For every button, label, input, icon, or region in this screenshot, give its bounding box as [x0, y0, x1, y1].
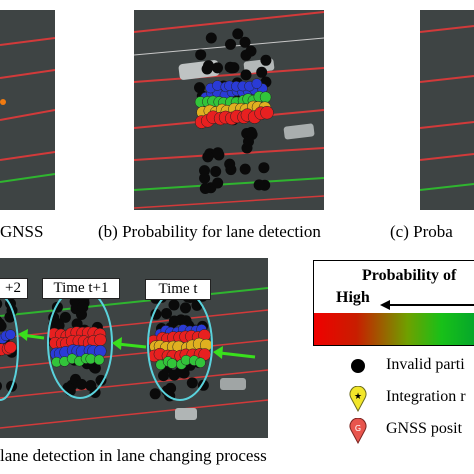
- invalid-particle: [199, 172, 211, 184]
- invalid-particle: [212, 62, 223, 74]
- particle: [251, 78, 263, 89]
- invalid-particle: [168, 299, 180, 311]
- panel-a-road-image: [0, 10, 55, 210]
- particle: [259, 91, 272, 103]
- invalid-particle: [225, 38, 236, 50]
- caption-d: lane detection in lane changing process: [0, 446, 267, 465]
- invalid-particle: [199, 165, 210, 177]
- black-dot-icon: [351, 359, 365, 373]
- yellow-pin-icon: ★: [349, 385, 367, 417]
- legend-item-integration: Integration r: [386, 388, 466, 405]
- ellipse-t2: [0, 295, 19, 401]
- invalid-particle: [239, 36, 251, 48]
- invalid-particle: [71, 318, 83, 330]
- particle: [94, 333, 107, 347]
- invalid-particle: [202, 151, 214, 163]
- caption-a: GNSS: [0, 222, 44, 241]
- probability-gradient-bar: [314, 313, 474, 345]
- invalid-particle: [240, 69, 252, 81]
- invalid-particle: [0, 299, 3, 309]
- probability-legend: Probability of High: [313, 260, 474, 346]
- invalid-particle: [194, 82, 205, 94]
- invalid-particle: [253, 179, 265, 191]
- invalid-particle: [59, 311, 71, 323]
- invalid-particle: [225, 164, 237, 176]
- panel-c-road-image: [420, 10, 474, 210]
- invalid-particle: [245, 126, 257, 138]
- arrow-left-3: [213, 346, 256, 359]
- invalid-particle: [195, 49, 207, 61]
- invalid-particle: [77, 301, 89, 313]
- legend-item-invalid: Invalid parti: [386, 356, 465, 373]
- arrow-left-1: [18, 329, 45, 341]
- invalid-particle: [239, 163, 251, 175]
- particle: [260, 105, 274, 120]
- invalid-particle: [161, 308, 172, 319]
- legend-arrow-icon: [380, 297, 474, 315]
- invalid-particle: [260, 54, 272, 66]
- panel-b-road-image: [134, 10, 324, 210]
- invalid-particle: [203, 60, 214, 72]
- time-label-t2: +2: [0, 278, 28, 299]
- invalid-particle: [256, 66, 268, 78]
- invalid-particle: [178, 367, 190, 379]
- caption-b: (b) Probability for lane detection: [98, 222, 321, 241]
- particle: [166, 358, 178, 369]
- invalid-particle: [245, 45, 257, 57]
- particle: [195, 357, 206, 368]
- invalid-particle: [258, 162, 270, 174]
- invalid-particle: [180, 302, 191, 314]
- red-pin-icon: G: [349, 417, 367, 449]
- invalid-particle: [226, 62, 238, 74]
- particle: [93, 354, 105, 366]
- svg-text:★: ★: [354, 392, 362, 402]
- legend-item-gnss: GNSS posit: [386, 420, 463, 437]
- invalid-particle: [210, 166, 222, 177]
- invalid-particle: [0, 320, 7, 332]
- particle: [5, 329, 16, 340]
- invalid-particle: [165, 382, 177, 394]
- time-label-t1: Time t+1: [42, 278, 120, 299]
- invalid-particle: [232, 28, 244, 40]
- invalid-particle: [205, 32, 217, 44]
- svg-text:G: G: [355, 424, 361, 433]
- legend-high-label: High: [336, 289, 370, 306]
- particle-cluster-t2: [0, 298, 18, 392]
- time-label-t: Time t: [145, 279, 211, 300]
- particle: [4, 341, 17, 354]
- invalid-particle: [243, 136, 254, 148]
- invalid-particle: [212, 177, 224, 189]
- panel-d-road-image: +2 Time t+1 Time t: [0, 258, 268, 438]
- invalid-particle: [186, 377, 198, 389]
- legend-title: Probability of: [362, 267, 457, 284]
- invalid-particle: [89, 362, 101, 374]
- particle-cluster-b: [194, 28, 274, 194]
- invalid-particle: [95, 374, 107, 386]
- arrow-left-2: [112, 337, 147, 350]
- invalid-particle: [212, 147, 224, 159]
- invalid-particle: [0, 381, 2, 391]
- invalid-particle: [149, 388, 161, 400]
- invalid-particle: [199, 183, 211, 194]
- invalid-particle: [0, 318, 1, 325]
- caption-c: (c) Proba: [390, 222, 453, 241]
- invalid-particle: [76, 378, 87, 390]
